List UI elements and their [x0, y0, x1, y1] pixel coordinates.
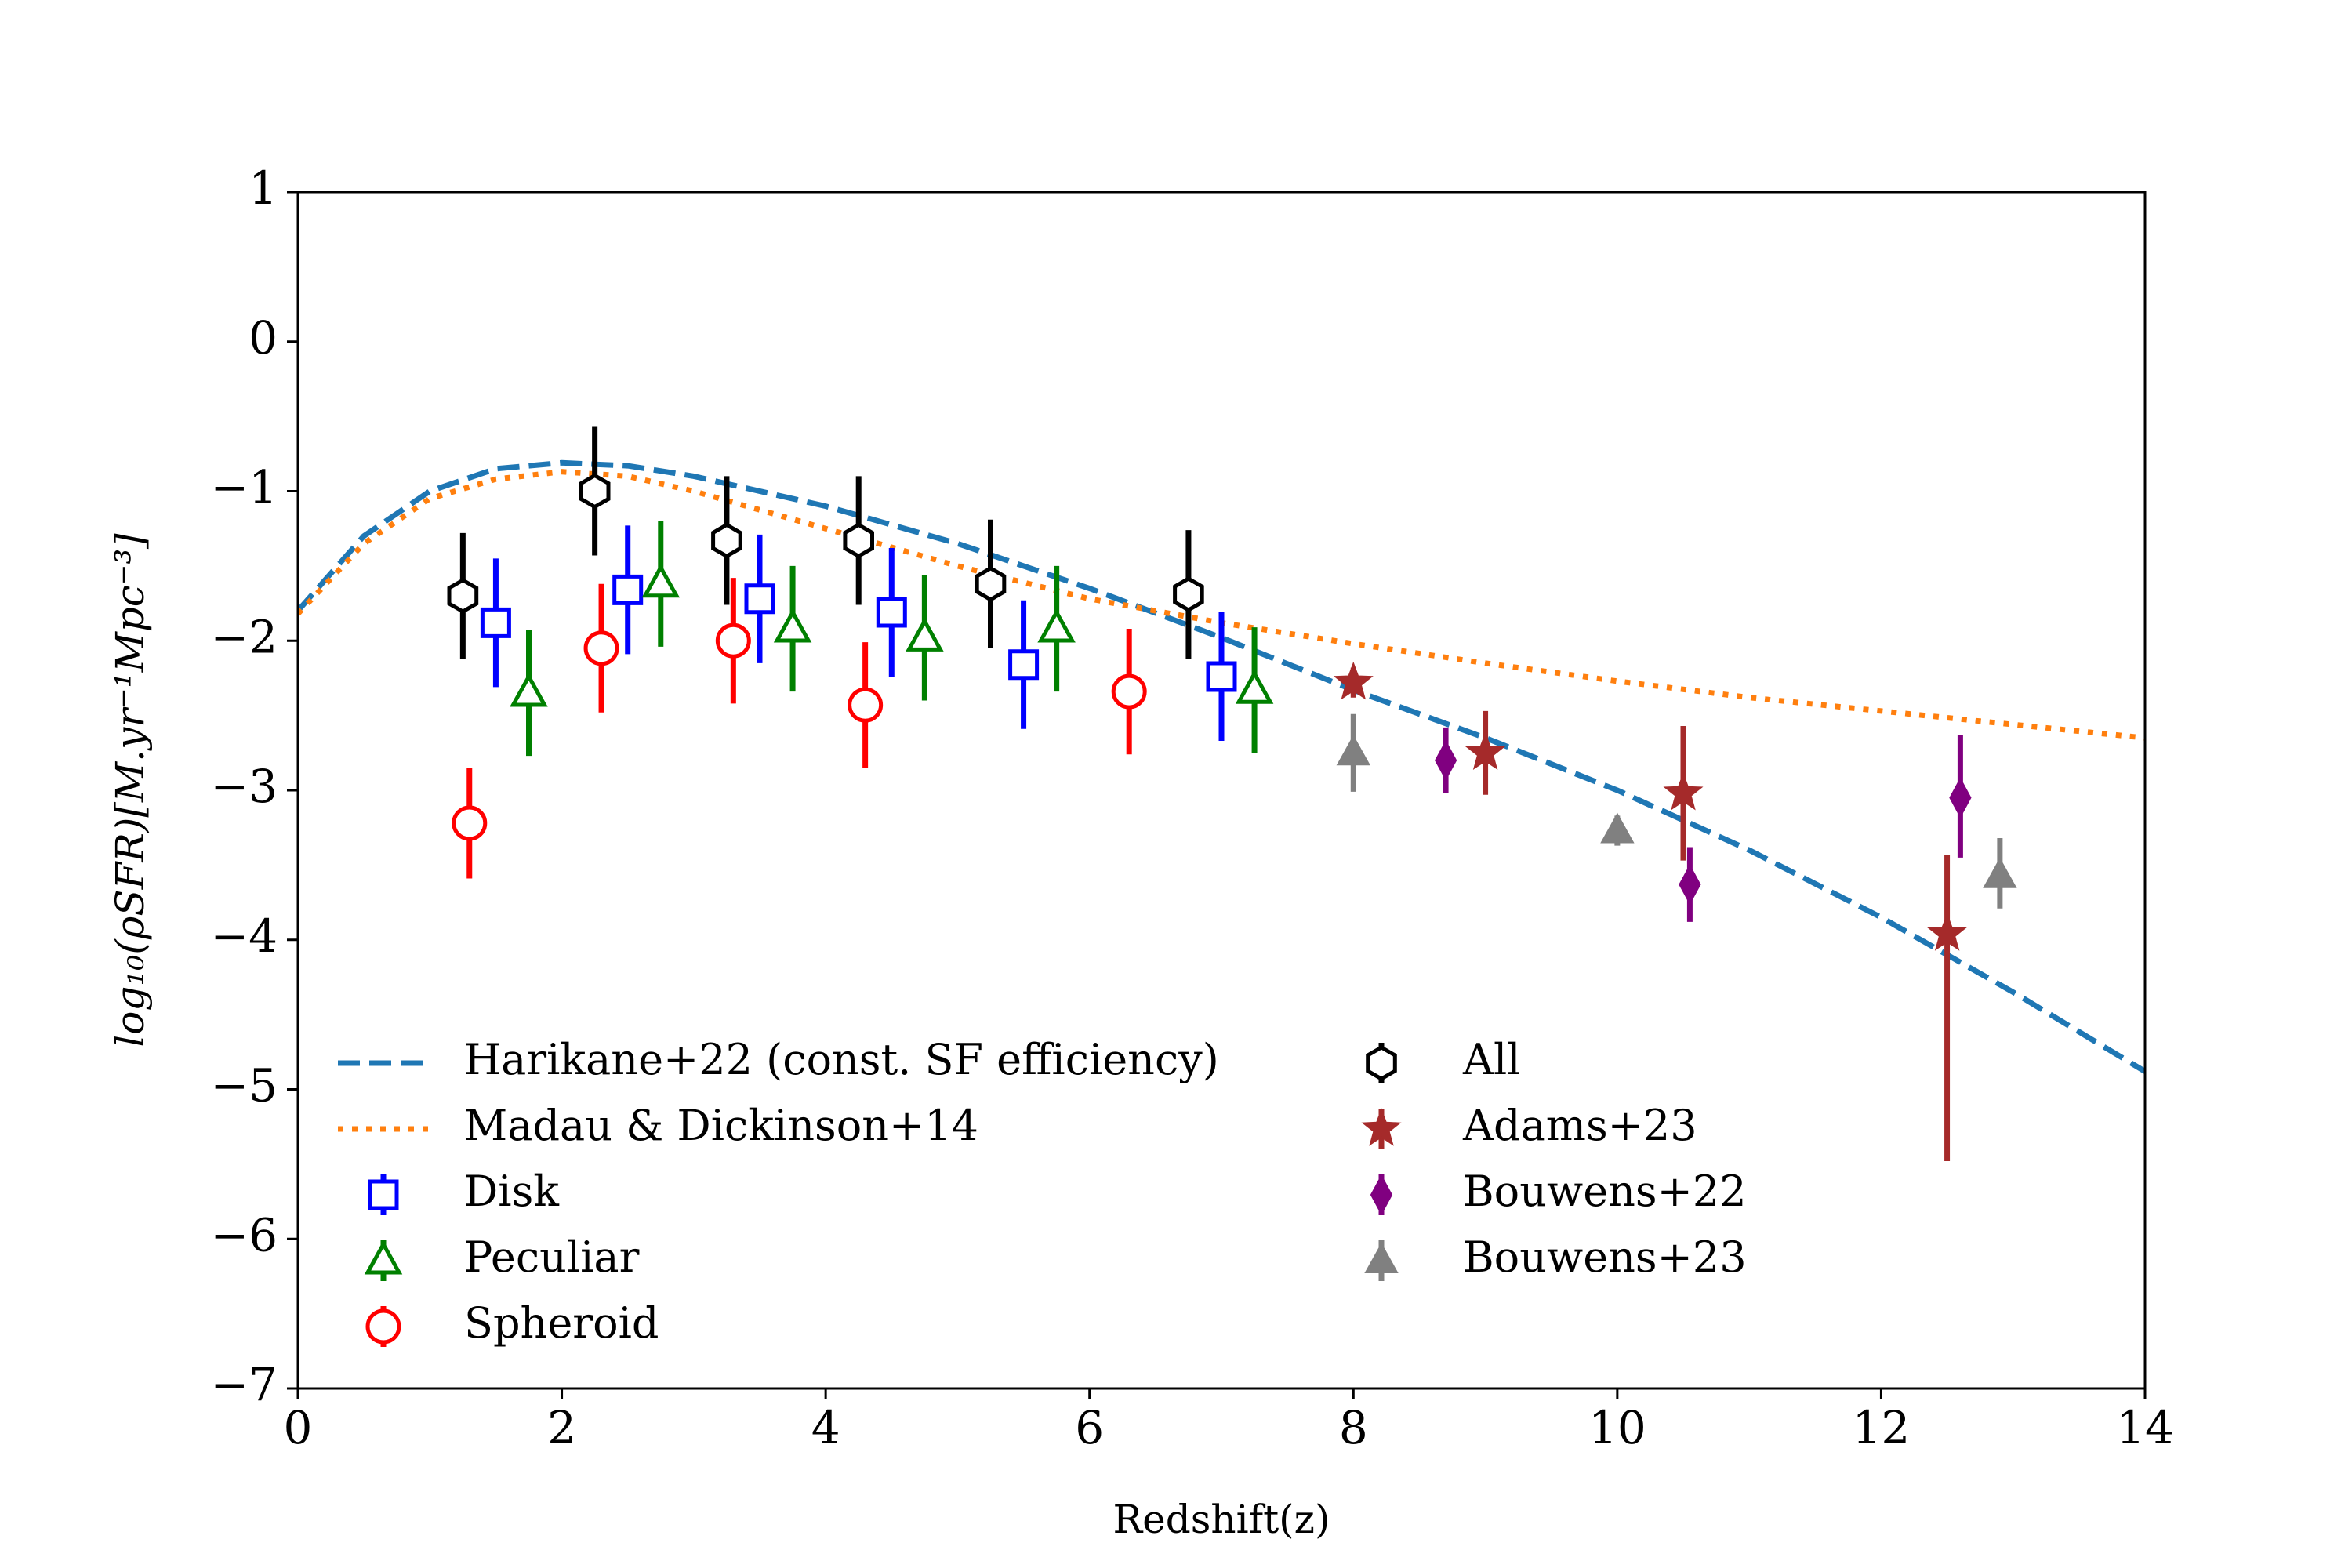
marker: [1336, 735, 1370, 766]
plot-frame: [296, 191, 2147, 1390]
marker: [773, 608, 812, 643]
legend-label: Disk: [464, 1167, 560, 1216]
legend-marker: [368, 1179, 399, 1210]
x-tick-label: 8: [1339, 1401, 1368, 1454]
legend-entry: Harikane+22 (const. SF efficiency): [338, 1035, 1219, 1084]
marker: [1679, 864, 1701, 906]
legend-label: Adams+23: [1462, 1101, 1697, 1150]
legend-marker: [1361, 1108, 1402, 1146]
marker: [711, 522, 742, 559]
legend-marker: [1366, 1045, 1397, 1081]
marker: [848, 687, 884, 723]
legend-label: Bouwens+23: [1463, 1232, 1747, 1282]
y-tick-label: −5: [211, 1059, 278, 1112]
x-tick-label: 2: [547, 1401, 576, 1454]
marker: [744, 583, 775, 615]
x-tick-label: 10: [1588, 1401, 1646, 1454]
marker: [452, 805, 488, 841]
marker: [1206, 661, 1237, 692]
legend-entry: Bouwens+23: [1364, 1232, 1747, 1282]
marker: [1235, 670, 1274, 704]
marker: [583, 630, 619, 666]
marker: [579, 473, 611, 510]
y-tick-label: −2: [211, 610, 278, 663]
marker: [612, 574, 644, 605]
marker: [1926, 913, 1968, 951]
marker: [843, 522, 874, 559]
x-tick-label: 0: [284, 1401, 313, 1454]
marker: [1008, 649, 1040, 681]
marker: [1600, 812, 1635, 844]
x-tick-label: 12: [1853, 1401, 1911, 1454]
marker: [447, 578, 479, 614]
marker: [1333, 661, 1374, 700]
legend-label: Spheroid: [464, 1298, 659, 1348]
marker: [1465, 731, 1506, 771]
marker: [1983, 857, 2017, 888]
y-axis-label: log₁₀(ρSFR)[M.yr⁻¹Mpc⁻³]: [107, 533, 153, 1047]
marker: [510, 672, 548, 707]
legend-marker: [365, 1308, 401, 1345]
legend-entry: Adams+23: [1361, 1101, 1697, 1150]
legend-entry: Madau & Dickinson+14: [338, 1101, 978, 1150]
x-tick-label: 6: [1075, 1401, 1104, 1454]
legend-entry: Spheroid: [365, 1298, 659, 1348]
y-tick-label: −4: [211, 909, 278, 963]
marker: [715, 622, 751, 659]
marker: [641, 563, 681, 598]
x-tick-label: 4: [811, 1401, 840, 1454]
legend-entry: All: [1366, 1035, 1521, 1084]
legend-label: Harikane+22 (const. SF efficiency): [464, 1035, 1219, 1084]
y-tick-label: −7: [211, 1358, 278, 1411]
y-tick-label: −6: [211, 1208, 278, 1261]
legend-label: Bouwens+22: [1463, 1167, 1747, 1216]
marker: [1663, 771, 1704, 811]
marker: [1949, 777, 1972, 818]
y-tick-label: 0: [249, 311, 278, 365]
marker: [975, 565, 1007, 602]
marker: [906, 617, 944, 652]
marker: [1037, 608, 1076, 643]
x-tick-label: 14: [2116, 1401, 2174, 1454]
line: [298, 459, 2145, 1074]
legend-entry: Peculiar: [364, 1232, 640, 1282]
y-tick-label: 1: [249, 162, 278, 215]
legend-entry: Bouwens+22: [1370, 1167, 1747, 1216]
legend-marker: [1370, 1174, 1393, 1216]
y-tick-label: −3: [211, 760, 278, 813]
x-axis-label: Redshift(z): [1112, 1497, 1330, 1542]
marker: [1111, 673, 1147, 710]
legend-marker: [364, 1240, 403, 1275]
marker: [480, 607, 511, 638]
marker: [1173, 576, 1204, 612]
legend-label: All: [1462, 1035, 1521, 1084]
y-tick-label: −1: [211, 461, 278, 514]
legend-entry: Disk: [368, 1167, 560, 1216]
legend-label: Madau & Dickinson+14: [464, 1101, 978, 1150]
legend-marker: [1364, 1242, 1399, 1273]
legend-label: Peculiar: [464, 1232, 640, 1282]
marker: [1434, 739, 1457, 781]
marker: [876, 597, 907, 628]
